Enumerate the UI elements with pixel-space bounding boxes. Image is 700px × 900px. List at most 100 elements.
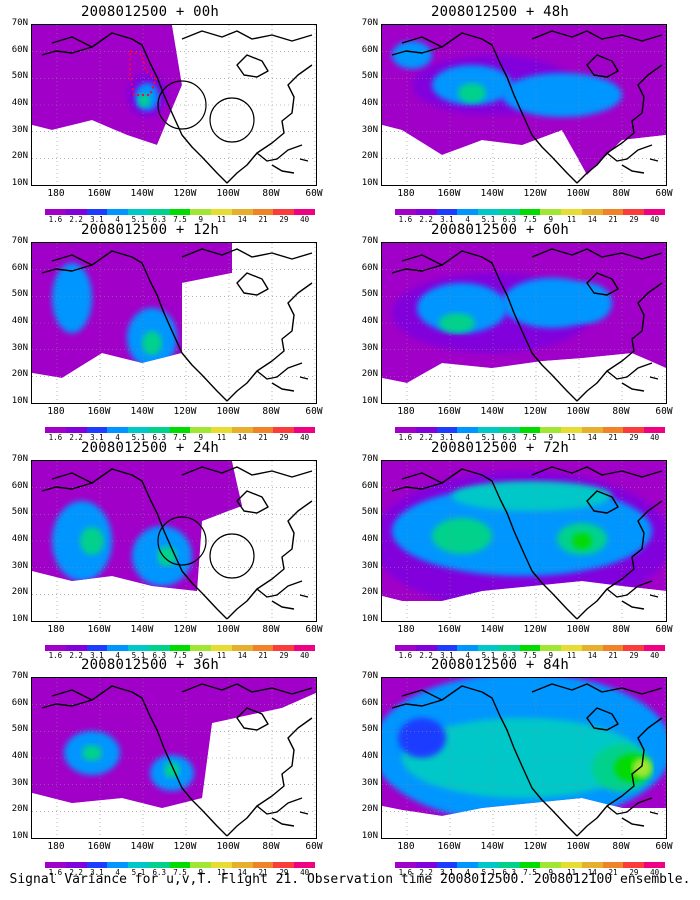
colorbar-swatch (478, 427, 499, 433)
colorbar-label: 3.1 (90, 215, 104, 224)
lon-label: 120W (173, 624, 197, 635)
colorbar-label: 5.1 (131, 215, 146, 224)
coastline (391, 30, 663, 184)
variance-field (32, 25, 182, 145)
colorbar-label: 6.3 (502, 651, 516, 660)
lat-label: 30N (11, 124, 28, 135)
colorbar-swatch (231, 862, 253, 868)
map-panel: 2008012500 + 24h 70N 60N 50N 40N 30N 20N 10N 180… (0, 440, 323, 660)
lon-label: 120W (523, 406, 547, 417)
map-panel: 2008012500 + 60h 70N 60N 50N 40N 30N 20N 10N 180… (350, 222, 673, 442)
colorbar-swatch (540, 862, 562, 868)
colorbar-label: 11 (567, 433, 577, 442)
colorbar-label: 2.2 (419, 651, 433, 660)
lat-label: 50N (11, 507, 28, 518)
colorbar-label: 9 (548, 868, 554, 877)
variance-map (31, 242, 317, 404)
variance-contour (52, 263, 92, 333)
lon-label: 100W (216, 841, 240, 852)
variance-contour (632, 758, 652, 778)
lat-label: 10N (361, 178, 378, 188)
colorbar (45, 427, 315, 433)
lon-label: 80W (262, 624, 280, 635)
colorbar-swatch (415, 209, 437, 215)
lat-label: 60N (11, 697, 28, 708)
colorbar-label: 1.6 (48, 433, 63, 442)
colorbar-label: 14 (587, 433, 597, 442)
lon-label: 120W (173, 188, 197, 199)
colorbar-swatch (45, 862, 66, 868)
colorbar-swatch (107, 209, 129, 215)
colorbar-swatch (294, 209, 315, 215)
lon-label: 140W (130, 841, 154, 852)
lon-label: 180 (47, 841, 65, 852)
lon-label: 100W (566, 188, 590, 199)
colorbar-label: 7.5 (523, 215, 537, 224)
variance-contour (432, 518, 492, 554)
colorbar-label: 6.3 (152, 868, 166, 877)
lat-label: 10N (11, 396, 28, 406)
grid-lines (382, 243, 666, 403)
colorbar-swatch (519, 427, 541, 433)
lat-label: 60N (361, 480, 378, 491)
colorbar-swatch (273, 862, 295, 868)
lat-label: 70N (11, 454, 28, 464)
lon-label: 60W (655, 624, 673, 635)
colorbar-swatch (86, 645, 108, 651)
colorbar-swatch (128, 645, 149, 651)
colorbar-label: 5.1 (131, 868, 146, 877)
colorbar-label: 7.5 (523, 433, 537, 442)
map-panel: 2008012500 + 36h 70N 60N 50N 40N 30N 20N 10N 180… (0, 657, 323, 877)
colorbar-swatch (128, 427, 149, 433)
lat-label: 10N (361, 396, 378, 406)
lon-label: 160W (437, 406, 461, 417)
colorbar-swatch (190, 427, 212, 433)
lon-label: 140W (480, 624, 504, 635)
flight-track (129, 49, 158, 96)
colorbar-label: 4 (465, 651, 470, 660)
colorbar-swatch (540, 427, 562, 433)
lat-label: 20N (361, 151, 378, 162)
colorbar-label: 14 (587, 215, 597, 224)
target-circle (209, 533, 255, 579)
colorbar-label: 21 (258, 215, 268, 224)
panel-title: 2008012500 + 24h (80, 440, 220, 456)
variance-contour (82, 745, 102, 761)
colorbar-label: 3.1 (90, 433, 104, 442)
colorbar-label: 3.1 (440, 215, 454, 224)
colorbar-label: 5.1 (131, 433, 146, 442)
colorbar (395, 645, 665, 651)
variance-contour (458, 83, 486, 103)
colorbar-label: 29 (629, 651, 639, 660)
colorbar-label: 14 (237, 868, 247, 877)
lon-label: 180 (397, 624, 415, 635)
lat-label: 70N (11, 671, 28, 681)
colorbar-swatch (190, 645, 212, 651)
lat-label: 30N (361, 124, 378, 135)
colorbar-swatch (457, 209, 479, 215)
colorbar-swatch (128, 862, 149, 868)
lon-label: 180 (47, 624, 65, 635)
colorbar-label: 9 (548, 433, 554, 442)
colorbar-label: 4 (115, 651, 120, 660)
coastline (41, 30, 313, 184)
lon-label: 140W (130, 188, 154, 199)
lon-label: 80W (612, 188, 630, 199)
lat-label: 30N (11, 777, 28, 788)
colorbar-swatch (65, 209, 87, 215)
colorbar-label: 7.5 (173, 651, 187, 660)
colorbar-label: 6.3 (502, 215, 516, 224)
colorbar-label: 1.6 (398, 215, 413, 224)
lon-label: 100W (216, 406, 240, 417)
colorbar-label: 6.3 (502, 868, 516, 877)
colorbar-swatch (602, 645, 624, 651)
colorbar-swatch (169, 427, 191, 433)
colorbar (395, 862, 665, 868)
lat-label: 30N (361, 342, 378, 353)
lon-label: 160W (87, 841, 111, 852)
colorbar-swatch (169, 862, 191, 868)
colorbar-swatch (436, 427, 458, 433)
colorbar-label: 4 (115, 215, 120, 224)
colorbar-swatch (148, 427, 170, 433)
lon-label: 160W (87, 188, 111, 199)
